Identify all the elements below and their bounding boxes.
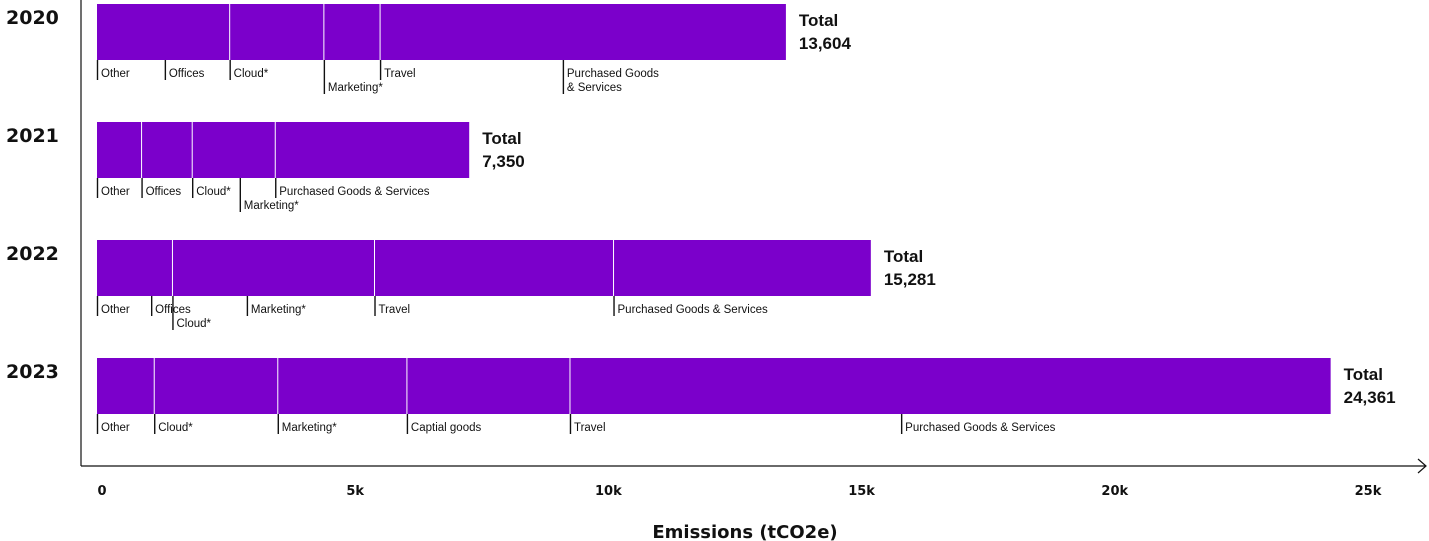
- segment-label: & Services: [567, 82, 622, 94]
- year-label: 2020: [6, 7, 59, 29]
- bar-segment: [154, 358, 278, 414]
- x-axis-arrow-icon: [1417, 458, 1427, 474]
- bar-segment: [406, 358, 570, 414]
- x-axis-title: Emissions (tCO2e): [652, 522, 837, 541]
- segment-label: Other: [101, 304, 130, 316]
- year-label: 2023: [6, 361, 59, 383]
- row-2023: 2023 Total 24,361 Other Cloud* Marketing* Capt…: [6, 358, 1396, 434]
- row-2021: 2021 Total 7,350 Other Offices Cloud* Marketin…: [6, 122, 525, 212]
- segment-label: Cloud*: [234, 68, 269, 80]
- total-value: 7,350: [482, 152, 525, 171]
- total-value: 13,604: [799, 34, 852, 53]
- bar-segment: [277, 358, 407, 414]
- segment-label: Purchased Goods & Services: [279, 186, 429, 198]
- segment-label: Purchased Goods: [567, 68, 659, 80]
- total-value: 15,281: [884, 270, 936, 289]
- bar-segment: [613, 240, 871, 296]
- bar-segment: [192, 122, 276, 178]
- year-label: 2021: [6, 125, 59, 147]
- bar-segment: [97, 358, 155, 414]
- x-tick-labels: 0 5k 10k 15k 20k 25k: [97, 484, 1381, 499]
- bar-segment: [374, 240, 614, 296]
- segment-label: Purchased Goods & Services: [618, 304, 768, 316]
- bar-segment: [569, 358, 1331, 414]
- segment-label: Offices: [146, 186, 182, 198]
- segment-label: Other: [101, 68, 130, 80]
- segment-label: Other: [101, 186, 130, 198]
- segment-label: Marketing*: [328, 82, 383, 94]
- x-tick-label: 25k: [1355, 484, 1382, 499]
- bar-segment: [141, 122, 193, 178]
- bar-segment: [275, 122, 470, 178]
- x-tick-label: 10k: [595, 484, 622, 499]
- segment-label: Cloud*: [176, 318, 211, 330]
- bar-segment: [229, 4, 324, 60]
- bar-segment: [97, 240, 173, 296]
- bar-segment: [172, 240, 375, 296]
- total-label: Total: [884, 247, 923, 266]
- x-tick-label: 0: [97, 484, 106, 499]
- total-label: Total: [799, 11, 838, 30]
- year-label: 2022: [6, 243, 59, 265]
- segment-label: Cloud*: [196, 186, 231, 198]
- x-tick-label: 15k: [848, 484, 875, 499]
- segment-label: Purchased Goods & Services: [905, 422, 1055, 434]
- segment-label: Cloud*: [158, 422, 193, 434]
- segment-label: Travel: [384, 68, 416, 80]
- bar-rows: 2020 Total 13,604 Other Offices Cloud* Marketi…: [6, 4, 1396, 434]
- total-label: Total: [1344, 365, 1383, 384]
- segment-label: Marketing*: [251, 304, 306, 316]
- x-axis: 0 5k 10k 15k 20k 25k Emissions (tCO2e): [80, 0, 1427, 541]
- segment-label: Other: [101, 422, 130, 434]
- segment-label: Marketing*: [244, 200, 299, 212]
- bar-segment: [97, 4, 230, 60]
- segment-label: Travel: [574, 422, 606, 434]
- bar-segment: [380, 4, 786, 60]
- segment-label: Travel: [379, 304, 411, 316]
- total-label: Total: [482, 129, 521, 148]
- bar-segment: [97, 122, 142, 178]
- x-tick-label: 20k: [1101, 484, 1128, 499]
- segment-label: Offices: [169, 68, 205, 80]
- row-2020: 2020 Total 13,604 Other Offices Cloud* Marketi…: [6, 4, 851, 94]
- segment-label: Marketing*: [282, 422, 337, 434]
- bar-segment: [323, 4, 381, 60]
- total-value: 24,361: [1344, 388, 1396, 407]
- segment-label: Captial goods: [411, 422, 482, 434]
- x-tick-label: 5k: [346, 484, 364, 499]
